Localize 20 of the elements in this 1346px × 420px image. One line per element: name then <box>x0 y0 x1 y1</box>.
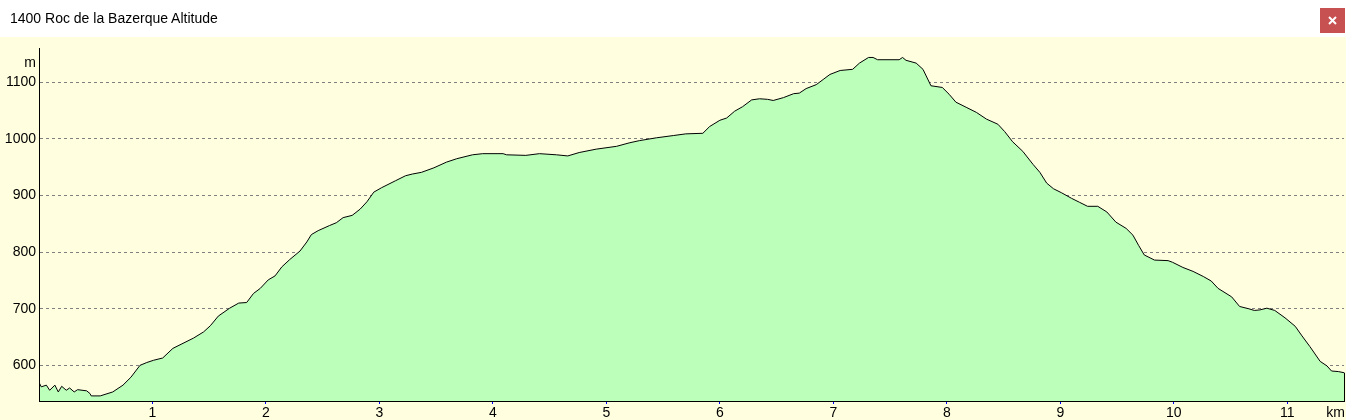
y-tick-label: 700 <box>12 299 37 316</box>
y-tick-label: 1000 <box>4 129 37 146</box>
x-tick-label: 5 <box>602 404 611 420</box>
chart-title: 1400 Roc de la Bazerque Altitude <box>10 9 218 28</box>
y-tick-label: 1100 <box>5 73 37 90</box>
x-tick-label: 11 <box>1279 404 1295 420</box>
x-tick-label: 6 <box>715 404 724 420</box>
y-tick-label: 600 <box>12 356 37 373</box>
y-axis-title: m <box>24 54 36 71</box>
x-axis-title: km <box>1326 403 1345 420</box>
x-tick-label: 9 <box>1056 404 1065 420</box>
x-tick-label: 8 <box>942 404 951 420</box>
x-tick-label: 3 <box>375 404 384 420</box>
y-tick-label: 900 <box>12 186 37 203</box>
x-tick-label: 10 <box>1165 404 1182 420</box>
x-tick-label: 2 <box>262 404 271 420</box>
x-tick-label: 1 <box>148 404 157 420</box>
x-tick-label: 4 <box>489 404 498 420</box>
x-tick-label: 7 <box>829 404 838 420</box>
y-tick-label: 800 <box>12 243 37 260</box>
